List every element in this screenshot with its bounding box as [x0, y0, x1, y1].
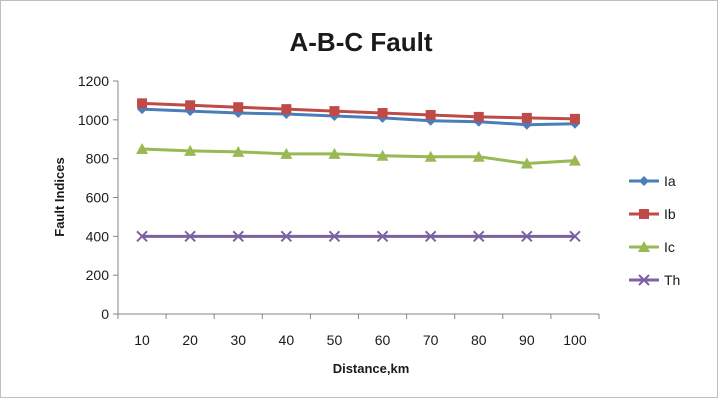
- series-ic: [136, 142, 581, 169]
- x-axis-label: Distance,km: [333, 361, 410, 376]
- data-point-th: [376, 230, 389, 243]
- x-tick-label: 10: [134, 332, 150, 348]
- y-tick-label: 1200: [78, 73, 109, 89]
- x-marker-stroke: [136, 230, 148, 243]
- data-point-ic: [520, 157, 533, 169]
- data-point-th: [424, 230, 437, 243]
- legend-item-ic: Ic: [629, 239, 675, 255]
- data-point-th: [184, 230, 196, 243]
- data-point-th: [473, 230, 485, 243]
- y-tick-label: 800: [86, 151, 110, 167]
- data-point-th: [521, 230, 533, 243]
- data-point-ib: [281, 104, 292, 115]
- x-tick-label: 100: [563, 332, 587, 348]
- x-marker-stroke: [184, 230, 196, 243]
- legend-item-ia: Ia: [629, 173, 676, 189]
- legend-item-th: Th: [629, 272, 680, 288]
- series-layer: [136, 98, 581, 243]
- data-point-ib: [473, 111, 484, 122]
- data-point-ib: [569, 113, 580, 124]
- x-marker-stroke: [424, 230, 437, 243]
- series-line-ic: [141, 147, 576, 166]
- data-point-ic: [568, 154, 581, 166]
- y-tick-label: 200: [86, 267, 110, 283]
- legend-marker-ic: [638, 241, 650, 252]
- x-tick-label: 70: [423, 332, 439, 348]
- y-tick-label: 600: [86, 190, 110, 206]
- legend-item-ib: Ib: [629, 206, 676, 222]
- x-tick-label: 80: [471, 332, 487, 348]
- x-marker-stroke: [376, 230, 389, 243]
- x-marker-stroke: [328, 230, 341, 243]
- data-point-th: [136, 230, 148, 243]
- series-line-ib: [141, 101, 575, 121]
- y-tick-label: 0: [101, 306, 109, 322]
- x-tick-label: 30: [230, 332, 246, 348]
- y-axis-label: Fault Indices: [52, 157, 67, 236]
- legend-marker-ia: [639, 176, 649, 186]
- x-marker-stroke: [569, 230, 581, 243]
- legend: Ia Ib Ic Th: [629, 173, 680, 288]
- data-point-ic: [328, 147, 341, 159]
- series-th: [136, 230, 581, 243]
- x-tick-label: 60: [375, 332, 391, 348]
- data-point-ic: [136, 142, 149, 154]
- legend-label-th: Th: [664, 272, 680, 288]
- data-point-ib: [137, 98, 148, 109]
- legend-label-ic: Ic: [664, 239, 675, 255]
- data-point-ib: [329, 106, 340, 117]
- x-tick-label: 20: [182, 332, 198, 348]
- x-marker-stroke: [638, 274, 650, 286]
- data-point-th: [232, 230, 244, 243]
- x-marker-stroke: [280, 230, 293, 243]
- y-tick-label: 1000: [78, 112, 109, 128]
- x-tick-label: 90: [519, 332, 535, 348]
- data-point-ib: [521, 112, 532, 123]
- data-point-th: [569, 230, 581, 243]
- chart-title: A-B-C Fault: [290, 27, 433, 57]
- series-line-ia: [141, 107, 575, 127]
- legend-label-ib: Ib: [664, 206, 676, 222]
- x-marker-stroke: [473, 230, 485, 243]
- axes: 0 200 400 600 800 1000 1200 10 20 30 40 50 60 70 80 90 1…: [78, 73, 600, 348]
- data-point-ib: [377, 108, 388, 119]
- data-point-ic: [424, 150, 437, 162]
- data-point-ib: [425, 109, 436, 120]
- data-point-th: [280, 230, 293, 243]
- data-point-ic: [232, 145, 245, 157]
- data-point-th: [328, 230, 341, 243]
- data-point-ic: [376, 149, 389, 161]
- y-tick-label: 400: [86, 228, 110, 244]
- data-point-ic: [472, 150, 485, 162]
- x-marker-stroke: [521, 230, 533, 243]
- x-tick-label: 50: [327, 332, 343, 348]
- data-point-ib: [233, 102, 244, 113]
- legend-label-ia: Ia: [664, 173, 676, 189]
- x-marker-stroke: [232, 230, 244, 243]
- x-tick-label: 40: [279, 332, 295, 348]
- data-point-ic: [184, 144, 197, 156]
- series-ib: [137, 98, 580, 124]
- data-point-ic: [280, 147, 293, 159]
- legend-marker-th: [638, 274, 650, 286]
- data-point-ib: [185, 100, 196, 111]
- legend-marker-ib: [639, 209, 649, 219]
